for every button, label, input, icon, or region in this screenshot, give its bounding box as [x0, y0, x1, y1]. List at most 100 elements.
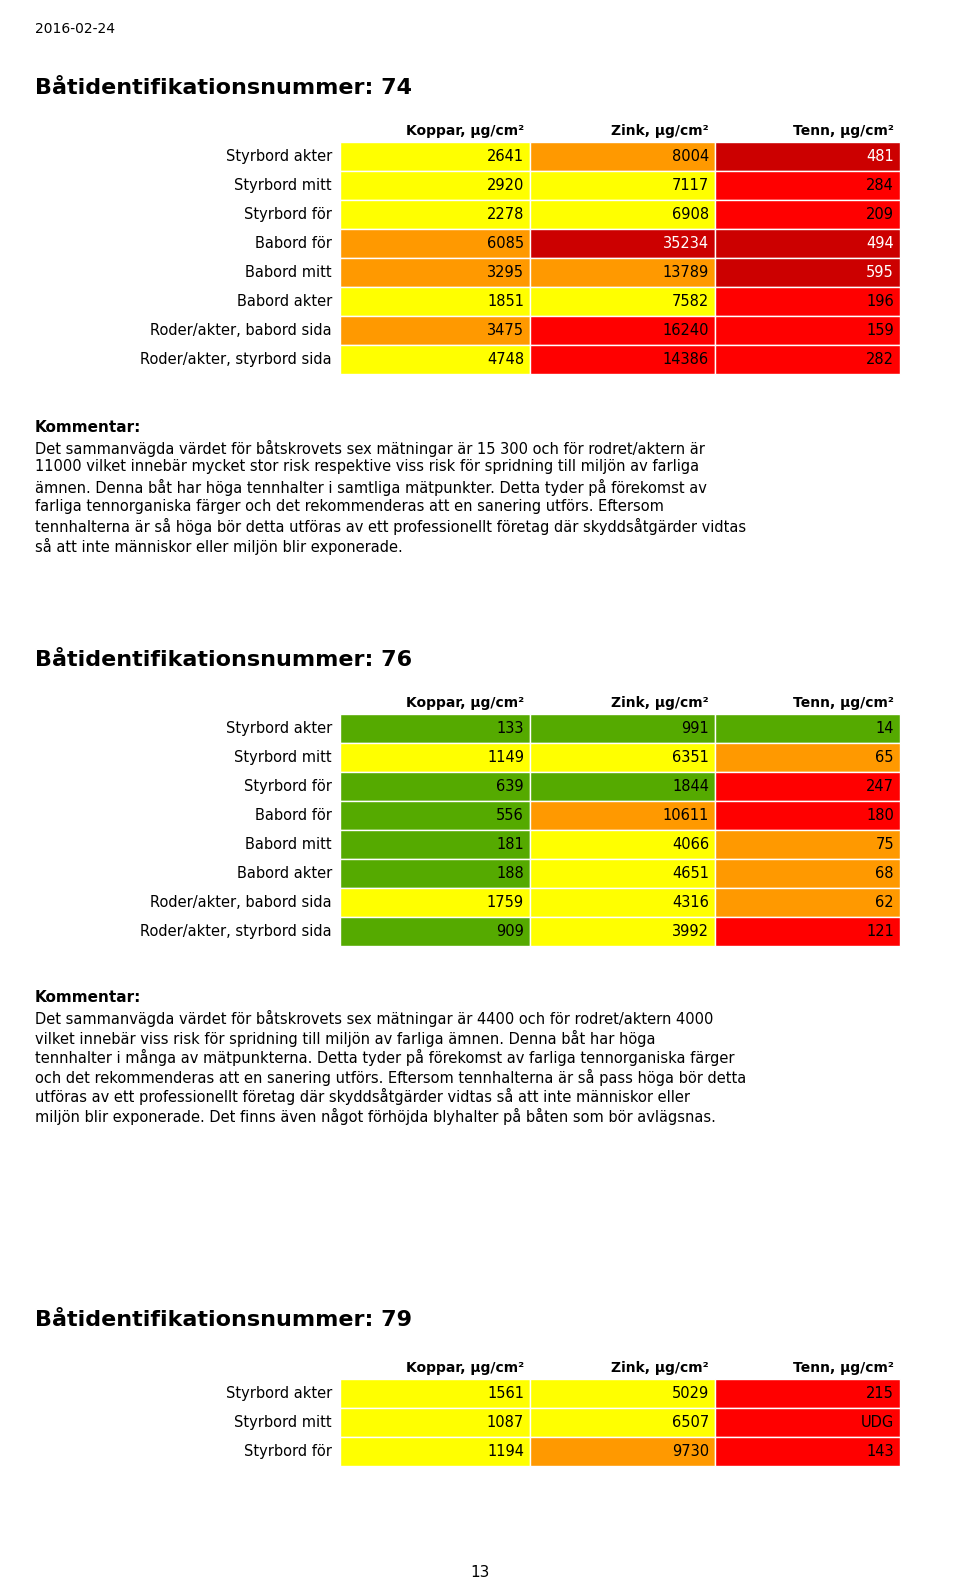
Bar: [340, 801, 530, 830]
Text: miljön blir exponerade. Det finns även något förhöjda blyhalter på båten som bör: miljön blir exponerade. Det finns även n…: [35, 1108, 716, 1125]
Text: 1149: 1149: [487, 750, 524, 764]
Text: Tenn, μg/cm²: Tenn, μg/cm²: [793, 1361, 894, 1376]
Text: 1851: 1851: [487, 294, 524, 310]
Text: tennhalter i många av mätpunkterna. Detta tyder på förekomst av farliga tennorga: tennhalter i många av mätpunkterna. Dett…: [35, 1049, 734, 1066]
Text: Babord akter: Babord akter: [237, 294, 332, 310]
Text: Styrbord mitt: Styrbord mitt: [234, 179, 332, 193]
Bar: [340, 830, 530, 859]
Text: 6085: 6085: [487, 236, 524, 251]
Text: Zink, μg/cm²: Zink, μg/cm²: [612, 1361, 709, 1376]
Text: 556: 556: [496, 808, 524, 824]
Bar: [340, 887, 530, 918]
Text: 3992: 3992: [672, 924, 709, 938]
Bar: [530, 316, 715, 345]
Bar: [340, 287, 530, 316]
Text: 14: 14: [876, 721, 894, 736]
Text: 1087: 1087: [487, 1416, 524, 1430]
Text: 991: 991: [682, 721, 709, 736]
Text: 7582: 7582: [672, 294, 709, 310]
Text: 3295: 3295: [487, 265, 524, 279]
Text: 209: 209: [866, 207, 894, 222]
Text: 4651: 4651: [672, 867, 709, 881]
Text: 2641: 2641: [487, 148, 524, 164]
Text: 4316: 4316: [672, 895, 709, 910]
Bar: [340, 744, 530, 772]
Text: 639: 639: [496, 779, 524, 793]
Text: Styrbord för: Styrbord för: [244, 1444, 332, 1459]
Text: Babord mitt: Babord mitt: [246, 836, 332, 852]
Text: 1561: 1561: [487, 1385, 524, 1401]
Text: 1759: 1759: [487, 895, 524, 910]
Text: Roder/akter, babord sida: Roder/akter, babord sida: [151, 322, 332, 338]
Bar: [715, 830, 900, 859]
Bar: [715, 801, 900, 830]
Text: 909: 909: [496, 924, 524, 938]
Text: 9730: 9730: [672, 1444, 709, 1459]
Text: Kommentar:: Kommentar:: [35, 420, 141, 436]
Bar: [340, 918, 530, 946]
Text: 65: 65: [876, 750, 894, 764]
Text: 284: 284: [866, 179, 894, 193]
Text: och det rekommenderas att en sanering utförs. Eftersom tennhalterna är så pass h: och det rekommenderas att en sanering ut…: [35, 1068, 746, 1085]
Bar: [715, 887, 900, 918]
Bar: [340, 228, 530, 259]
Bar: [530, 801, 715, 830]
Text: Babord för: Babord för: [255, 808, 332, 824]
Text: 181: 181: [496, 836, 524, 852]
Text: Babord akter: Babord akter: [237, 867, 332, 881]
Text: 13: 13: [470, 1566, 490, 1580]
Text: 2920: 2920: [487, 179, 524, 193]
Text: Zink, μg/cm²: Zink, μg/cm²: [612, 696, 709, 710]
Bar: [340, 200, 530, 228]
Text: 6908: 6908: [672, 207, 709, 222]
Text: Det sammanvägda värdet för båtskrovets sex mätningar är 15 300 och för rodret/ak: Det sammanvägda värdet för båtskrovets s…: [35, 440, 705, 456]
Text: Styrbord för: Styrbord för: [244, 779, 332, 793]
Text: UDG: UDG: [861, 1416, 894, 1430]
Text: 121: 121: [866, 924, 894, 938]
Bar: [715, 171, 900, 200]
Text: vilket innebär viss risk för spridning till miljön av farliga ämnen. Denna båt h: vilket innebär viss risk för spridning t…: [35, 1029, 656, 1047]
Bar: [530, 1379, 715, 1408]
Text: Båtidentifikationsnummer: 74: Båtidentifikationsnummer: 74: [35, 78, 412, 97]
Text: 14386: 14386: [662, 353, 709, 367]
Text: Tenn, μg/cm²: Tenn, μg/cm²: [793, 124, 894, 137]
Text: 2016-02-24: 2016-02-24: [35, 22, 115, 37]
Text: 11000 vilket innebär mycket stor risk respektive viss risk för spridning till mi: 11000 vilket innebär mycket stor risk re…: [35, 460, 699, 474]
Text: så att inte människor eller miljön blir exponerade.: så att inte människor eller miljön blir …: [35, 538, 403, 554]
Text: 13789: 13789: [662, 265, 709, 279]
Bar: [530, 887, 715, 918]
Text: Roder/akter, styrbord sida: Roder/akter, styrbord sida: [140, 924, 332, 938]
Text: 2278: 2278: [487, 207, 524, 222]
Bar: [340, 142, 530, 171]
Text: ämnen. Denna båt har höga tennhalter i samtliga mätpunkter. Detta tyder på förek: ämnen. Denna båt har höga tennhalter i s…: [35, 479, 707, 496]
Bar: [530, 228, 715, 259]
Bar: [340, 171, 530, 200]
Text: 282: 282: [866, 353, 894, 367]
Bar: [340, 859, 530, 887]
Bar: [715, 744, 900, 772]
Text: Zink, μg/cm²: Zink, μg/cm²: [612, 124, 709, 137]
Bar: [715, 1379, 900, 1408]
Bar: [530, 171, 715, 200]
Text: Båtidentifikationsnummer: 79: Båtidentifikationsnummer: 79: [35, 1310, 412, 1329]
Bar: [530, 142, 715, 171]
Bar: [340, 1379, 530, 1408]
Bar: [715, 228, 900, 259]
Bar: [715, 200, 900, 228]
Bar: [530, 772, 715, 801]
Bar: [715, 918, 900, 946]
Text: 4066: 4066: [672, 836, 709, 852]
Text: Roder/akter, babord sida: Roder/akter, babord sida: [151, 895, 332, 910]
Text: Styrbord mitt: Styrbord mitt: [234, 1416, 332, 1430]
Bar: [340, 772, 530, 801]
Text: 6507: 6507: [672, 1416, 709, 1430]
Text: 62: 62: [876, 895, 894, 910]
Bar: [530, 744, 715, 772]
Bar: [340, 713, 530, 744]
Text: 68: 68: [876, 867, 894, 881]
Bar: [715, 772, 900, 801]
Text: Babord mitt: Babord mitt: [246, 265, 332, 279]
Text: 1844: 1844: [672, 779, 709, 793]
Text: 247: 247: [866, 779, 894, 793]
Bar: [715, 142, 900, 171]
